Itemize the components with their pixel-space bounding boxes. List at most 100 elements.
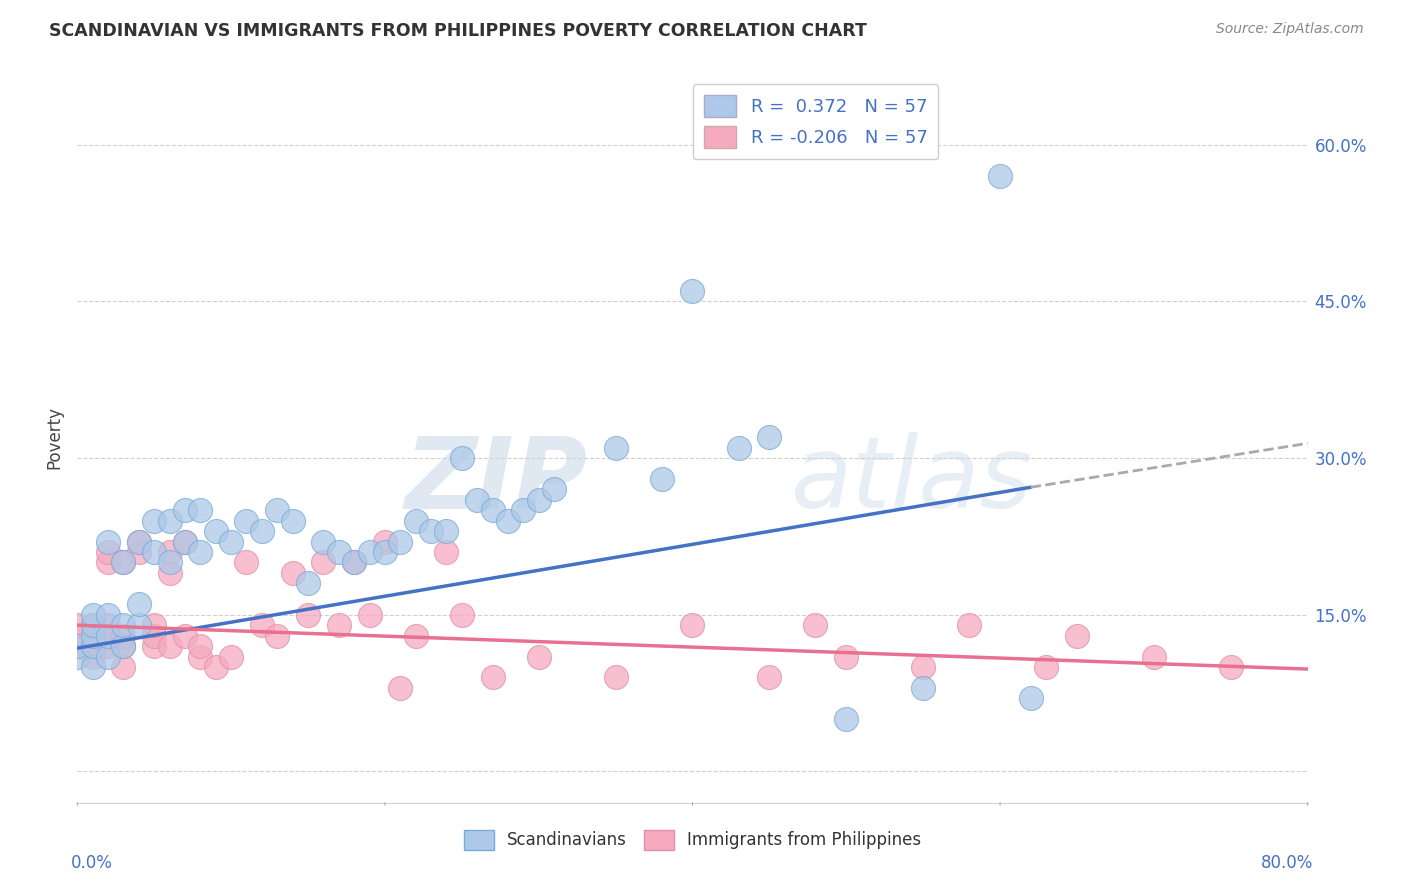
Point xyxy=(343,556,366,570)
Point xyxy=(1019,691,1042,706)
Text: Source: ZipAtlas.com: Source: ZipAtlas.com xyxy=(1216,22,1364,37)
Point xyxy=(281,566,304,580)
Point xyxy=(359,545,381,559)
Y-axis label: Poverty: Poverty xyxy=(45,406,63,468)
Point xyxy=(389,534,412,549)
Point xyxy=(465,492,488,507)
Point xyxy=(512,503,534,517)
Point xyxy=(374,534,396,549)
Point xyxy=(66,639,89,653)
Point xyxy=(66,618,89,632)
Point xyxy=(758,430,780,444)
Point xyxy=(527,649,550,664)
Point xyxy=(128,597,150,611)
Point xyxy=(159,566,181,580)
Point xyxy=(912,660,935,674)
Point xyxy=(174,503,197,517)
Point xyxy=(682,284,704,298)
Point xyxy=(281,514,304,528)
Point xyxy=(97,556,120,570)
Text: 0.0%: 0.0% xyxy=(72,854,112,872)
Point xyxy=(912,681,935,695)
Point xyxy=(82,629,104,643)
Point xyxy=(82,649,104,664)
Point xyxy=(112,639,135,653)
Point xyxy=(82,618,104,632)
Point xyxy=(1143,649,1166,664)
Point xyxy=(250,618,273,632)
Point xyxy=(405,514,427,528)
Point xyxy=(97,545,120,559)
Point xyxy=(82,639,104,653)
Point xyxy=(97,629,120,643)
Point xyxy=(758,670,780,684)
Text: ZIP: ZIP xyxy=(405,433,588,530)
Point xyxy=(66,649,89,664)
Point xyxy=(97,649,120,664)
Point xyxy=(1219,660,1241,674)
Point xyxy=(112,556,135,570)
Point xyxy=(1066,629,1088,643)
Point xyxy=(82,618,104,632)
Point xyxy=(527,492,550,507)
Point xyxy=(496,514,519,528)
Point xyxy=(988,169,1011,183)
Point xyxy=(605,441,627,455)
Point xyxy=(174,629,197,643)
Point xyxy=(143,514,166,528)
Point xyxy=(204,524,226,538)
Point xyxy=(188,649,212,664)
Point xyxy=(128,534,150,549)
Point xyxy=(266,503,288,517)
Point xyxy=(143,629,166,643)
Point xyxy=(436,524,458,538)
Point xyxy=(389,681,412,695)
Point xyxy=(605,670,627,684)
Point xyxy=(481,670,503,684)
Point xyxy=(112,618,135,632)
Point xyxy=(235,514,257,528)
Point xyxy=(543,483,565,497)
Point xyxy=(188,503,212,517)
Point xyxy=(159,514,181,528)
Text: atlas: atlas xyxy=(792,433,1032,530)
Point xyxy=(450,607,472,622)
Point xyxy=(420,524,443,538)
Point xyxy=(297,607,319,622)
Point xyxy=(405,629,427,643)
Point xyxy=(174,534,197,549)
Point xyxy=(82,629,104,643)
Point xyxy=(957,618,980,632)
Point xyxy=(159,545,181,559)
Point xyxy=(143,545,166,559)
Point xyxy=(250,524,273,538)
Point xyxy=(128,534,150,549)
Point xyxy=(97,607,120,622)
Point xyxy=(112,639,135,653)
Point xyxy=(159,556,181,570)
Point xyxy=(97,639,120,653)
Point xyxy=(312,534,335,549)
Point xyxy=(128,545,150,559)
Point xyxy=(82,660,104,674)
Point xyxy=(128,618,150,632)
Point xyxy=(112,556,135,570)
Point xyxy=(66,629,89,643)
Point xyxy=(188,545,212,559)
Point xyxy=(82,607,104,622)
Point xyxy=(481,503,503,517)
Point xyxy=(112,629,135,643)
Point xyxy=(174,534,197,549)
Point xyxy=(312,556,335,570)
Point xyxy=(682,618,704,632)
Point xyxy=(436,545,458,559)
Point xyxy=(343,556,366,570)
Point xyxy=(204,660,226,674)
Point xyxy=(1035,660,1057,674)
Point xyxy=(297,576,319,591)
Point xyxy=(219,649,242,664)
Point xyxy=(188,639,212,653)
Point xyxy=(266,629,288,643)
Point xyxy=(97,618,120,632)
Point xyxy=(159,639,181,653)
